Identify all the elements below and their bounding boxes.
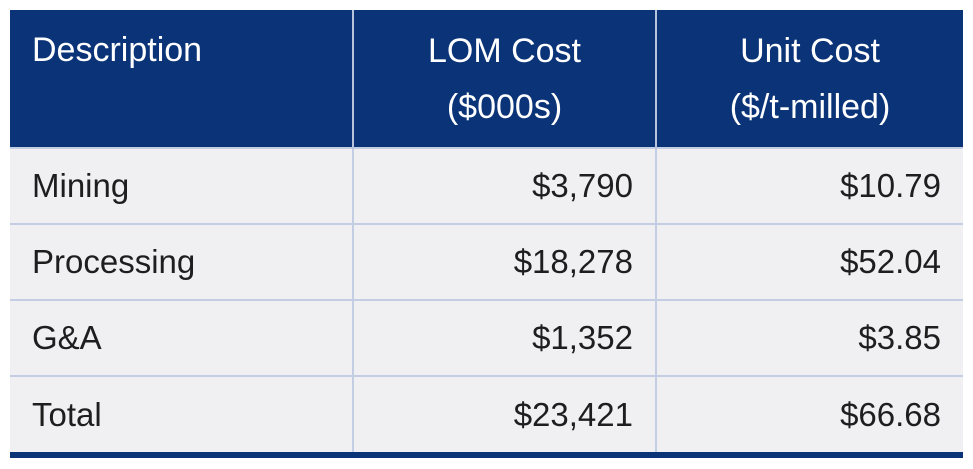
row-unit-cost: $66.68 bbox=[655, 375, 963, 452]
header-description: Description bbox=[10, 10, 353, 148]
row-unit-cost: $52.04 bbox=[655, 223, 963, 300]
table-row-total: Total $23,421 $66.68 bbox=[10, 375, 963, 452]
table-row: Mining $3,790 $10.79 bbox=[10, 147, 963, 224]
table-bottom-rule bbox=[10, 452, 963, 458]
row-description: Mining bbox=[10, 147, 353, 224]
row-unit-cost: $3.85 bbox=[655, 299, 963, 376]
header-unit-cost-line2: ($/t-milled) bbox=[729, 87, 891, 126]
header-lom-cost-line2: ($000s) bbox=[446, 87, 563, 126]
header-row: Description LOM Cost ($000s) Unit Cost (… bbox=[10, 10, 963, 148]
header-unit-cost: Unit Cost ($/t-milled) bbox=[655, 10, 963, 148]
header-unit-cost-line1: Unit Cost bbox=[740, 31, 880, 70]
row-lom-cost: $1,352 bbox=[352, 299, 656, 376]
header-description-label: Description bbox=[32, 31, 203, 69]
operating-cost-table: Description LOM Cost ($000s) Unit Cost (… bbox=[10, 10, 963, 452]
header-lom-cost: LOM Cost ($000s) bbox=[352, 10, 656, 148]
row-lom-cost: $3,790 bbox=[352, 147, 656, 224]
row-unit-cost: $10.79 bbox=[655, 147, 963, 224]
row-description: G&A bbox=[10, 299, 353, 376]
table-row: Processing $18,278 $52.04 bbox=[10, 223, 963, 300]
row-description: Processing bbox=[10, 223, 353, 300]
table-body: Mining $3,790 $10.79 Processing $18,278 … bbox=[10, 147, 963, 452]
row-lom-cost: $23,421 bbox=[352, 375, 656, 452]
header-lom-cost-line1: LOM Cost bbox=[427, 31, 582, 70]
table-row: G&A $1,352 $3.85 bbox=[10, 299, 963, 376]
table-header: Description LOM Cost ($000s) Unit Cost (… bbox=[10, 10, 963, 148]
cost-table-container: Description LOM Cost ($000s) Unit Cost (… bbox=[10, 10, 963, 458]
row-lom-cost: $18,278 bbox=[352, 223, 656, 300]
row-description: Total bbox=[10, 375, 353, 452]
